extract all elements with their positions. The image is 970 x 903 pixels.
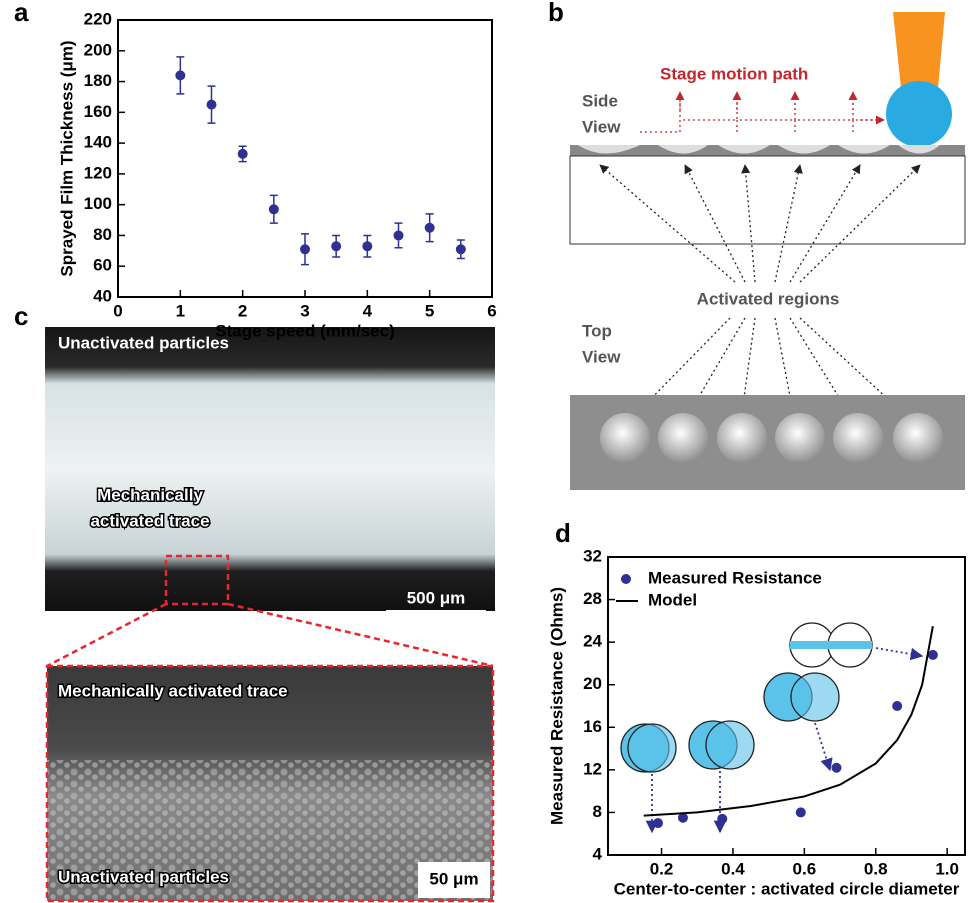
x-tick-label: 6 [487,301,496,320]
legend-label: Measured Resistance [648,568,822,587]
y-tick-label: 120 [84,163,112,182]
zoom-line [47,604,166,666]
x-tick-label: 0.2 [650,859,674,878]
y-axis-label: Measured Resistance (Ohms) [547,587,566,825]
overlap-icons [621,623,922,832]
point [362,241,372,251]
image-text: Mechanically [97,485,203,504]
y-tick-label: 200 [84,40,112,59]
x-tick-label: 3 [300,301,309,320]
point [796,807,806,817]
x-tick-label: 4 [363,301,373,320]
nozzle [893,12,945,88]
image-text: Unactivated particles [58,333,229,352]
point [175,70,185,80]
x-tick-label: 0.6 [793,859,817,878]
point [892,701,902,711]
point [425,223,435,233]
x-axis-label: Stage speed (mm/sec) [215,321,395,340]
image-text: Mechanically activated trace [58,681,288,700]
optical-image [45,327,495,611]
regions-label: Activated regions [697,289,840,308]
motion-arrows [680,92,884,120]
point [394,230,404,240]
top-view: View [582,347,621,366]
panel-label: b [548,0,564,27]
panel-label: c [14,301,28,331]
nozzle-ball [886,81,952,147]
y-tick-label: 180 [84,71,112,90]
y-tick-label: 4 [593,844,603,863]
point [717,814,727,824]
y-tick-label: 8 [593,802,602,821]
y-tick-label: 28 [583,589,602,608]
point [928,650,938,660]
image-text: Unactivated particles [58,867,229,886]
y-tick-label: 12 [583,759,602,778]
micrographs: Unactivated particles Mechanically activ… [45,327,495,901]
y-tick-label: 16 [583,717,602,736]
point [653,818,663,828]
diagram: Stage motion path Side View Activated re… [570,12,965,490]
y-tick-label: 40 [93,286,112,305]
panel-label: a [14,0,29,27]
x-tick-label: 0 [113,301,122,320]
figure: a b c d Stage motion path Side View Acti… [0,0,970,903]
x-tick-label: 0.4 [721,859,745,878]
y-tick-label: 32 [583,546,602,565]
scale-label: 500 μm [407,588,466,607]
motion-label: Stage motion path [660,64,808,83]
substrate [570,156,965,244]
point [831,763,841,773]
x-tick-label: 1 [176,301,185,320]
point [300,244,310,254]
top-view: Top [582,321,612,340]
y-axis-label: Sprayed Film Thickness (μm) [57,40,76,276]
side-view: View [582,117,621,136]
panel-label: d [555,518,571,548]
legend-label: Model [648,590,697,609]
point [456,244,466,254]
x-tick-label: 5 [425,301,434,320]
scale-label: 50 μm [429,869,478,888]
point [238,149,248,159]
y-tick-label: 220 [84,9,112,28]
x-axis-label: Center-to-center : activated circle diam… [614,879,960,898]
y-tick-label: 100 [84,194,112,213]
motion-path [640,100,880,132]
x-tick-label: 1.0 [935,859,959,878]
point [331,241,341,251]
y-tick-label: 20 [583,674,602,693]
point [207,100,217,110]
x-tick-label: 2 [238,301,247,320]
y-tick-label: 140 [84,133,112,152]
y-tick-label: 24 [583,632,602,651]
legend-swatch [621,574,631,584]
y-tick-label: 60 [93,256,112,275]
image-text: activated trace [90,511,209,530]
x-tick-label: 0.8 [864,859,888,878]
y-tick-label: 80 [93,225,112,244]
point [269,204,279,214]
side-view: Side [582,91,618,110]
y-tick-label: 160 [84,102,112,121]
